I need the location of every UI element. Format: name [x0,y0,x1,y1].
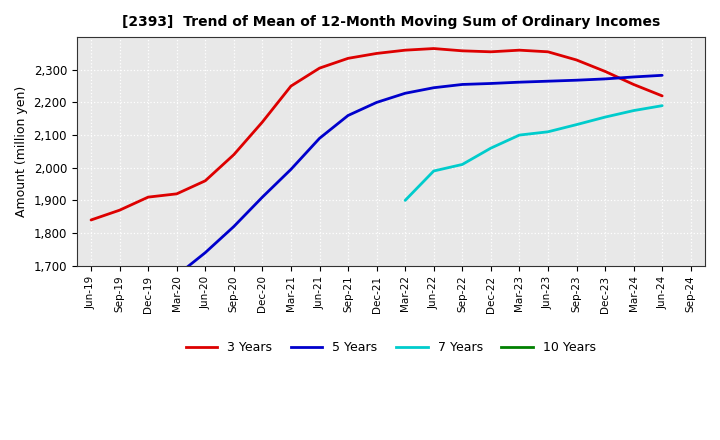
7 Years [487,146,495,151]
7 Years [458,162,467,167]
3 Years [572,57,581,62]
3 Years [115,208,124,213]
3 Years [458,48,467,54]
3 Years [629,82,638,87]
3 Years [315,66,324,71]
3 Years [144,194,153,200]
Line: 5 Years: 5 Years [176,75,662,275]
3 Years [372,51,381,56]
5 Years [629,74,638,80]
3 Years [658,93,667,99]
5 Years [658,73,667,78]
3 Years [230,152,238,158]
3 Years [86,217,95,223]
5 Years [600,76,609,81]
5 Years [572,77,581,83]
3 Years [258,119,266,125]
3 Years [487,49,495,55]
5 Years [429,85,438,90]
Legend: 3 Years, 5 Years, 7 Years, 10 Years: 3 Years, 5 Years, 7 Years, 10 Years [181,336,600,359]
Line: 3 Years: 3 Years [91,48,662,220]
5 Years [315,136,324,141]
3 Years [201,178,210,183]
Y-axis label: Amount (million yen): Amount (million yen) [15,86,28,217]
5 Years [544,79,552,84]
5 Years [401,91,410,96]
7 Years [600,114,609,120]
Line: 7 Years: 7 Years [405,106,662,200]
7 Years [401,198,410,203]
7 Years [658,103,667,108]
3 Years [600,69,609,74]
7 Years [629,108,638,113]
5 Years [343,113,352,118]
3 Years [287,84,295,89]
5 Years [487,81,495,86]
5 Years [458,82,467,87]
5 Years [230,224,238,229]
3 Years [343,56,352,61]
3 Years [401,48,410,53]
3 Years [544,49,552,55]
7 Years [544,129,552,135]
3 Years [515,48,523,53]
7 Years [572,122,581,127]
3 Years [429,46,438,51]
3 Years [172,191,181,197]
Title: [2393]  Trend of Mean of 12-Month Moving Sum of Ordinary Incomes: [2393] Trend of Mean of 12-Month Moving … [122,15,660,29]
5 Years [372,100,381,105]
5 Years [172,273,181,278]
5 Years [258,194,266,200]
5 Years [201,250,210,255]
5 Years [515,80,523,85]
7 Years [515,132,523,138]
7 Years [429,169,438,174]
5 Years [287,167,295,172]
